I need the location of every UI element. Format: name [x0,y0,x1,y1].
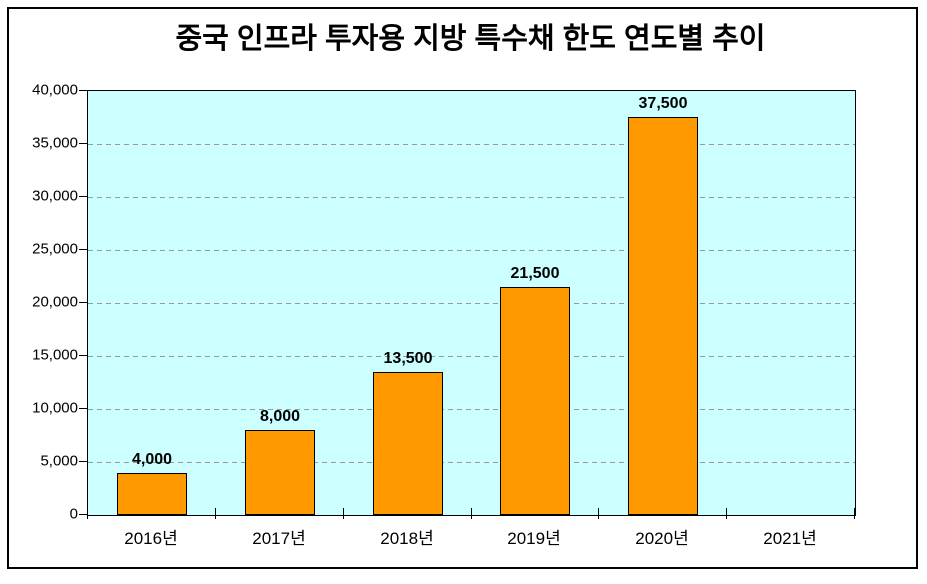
y-axis-tick [79,355,87,356]
bar-2016년 [117,473,187,515]
gridline [88,250,855,251]
bar-2020년 [628,117,698,515]
bar-value-label: 8,000 [259,408,301,425]
gridline [88,303,855,304]
y-axis-label: 30,000 [32,187,78,205]
bar-value-label: 13,500 [383,350,433,367]
y-axis-tick [79,90,87,91]
x-axis-label-2017년: 2017년 [252,529,306,548]
plot-area: 4,000 8,000 13,500 21,500 37,500 [87,90,856,516]
y-axis-label: 15,000 [32,346,78,364]
x-axis-label-2021년: 2021년 [763,529,817,548]
bar-value-label: 4,000 [131,451,173,468]
gridline [88,409,855,410]
gridline [88,197,855,198]
gridline [88,356,855,357]
bar-value-label: 21,500 [510,265,560,282]
x-axis-label-2019년: 2019년 [507,529,561,548]
x-axis-label-2018년: 2018년 [380,529,434,548]
y-axis-label: 35,000 [32,134,78,152]
y-axis-tick [79,302,87,303]
x-axis-tick [598,508,599,519]
y-axis-label: 0 [69,505,78,523]
y-axis-tick [79,461,87,462]
y-axis-tick [79,249,87,250]
y-axis-label: 20,000 [32,293,78,311]
y-axis-tick [79,514,87,515]
bar-2017년 [245,430,315,515]
y-axis-label: 10,000 [32,399,78,417]
x-axis-tick [471,508,472,519]
bar-2018년 [373,372,443,515]
x-axis-tick [726,508,727,519]
bar-value-label: 37,500 [638,95,688,112]
gridline [88,462,855,463]
y-axis-tick [79,196,87,197]
gridline [88,144,855,145]
y-axis-tick [79,143,87,144]
x-axis-tick [854,508,855,519]
x-axis-label-2016년: 2016년 [124,529,178,548]
chart-title: 중국 인프라 투자용 지방 특수채 한도 연도별 추이 [175,23,766,55]
x-axis-tick [215,508,216,519]
x-axis-tick [343,508,344,519]
y-axis-label: 40,000 [32,81,78,99]
bar-2019년 [500,287,570,515]
x-axis-tick [87,508,88,519]
y-axis-label: 25,000 [32,240,78,258]
y-axis-tick [79,408,87,409]
x-axis-label-2020년: 2020년 [635,529,689,548]
y-axis-label: 5,000 [40,452,78,470]
